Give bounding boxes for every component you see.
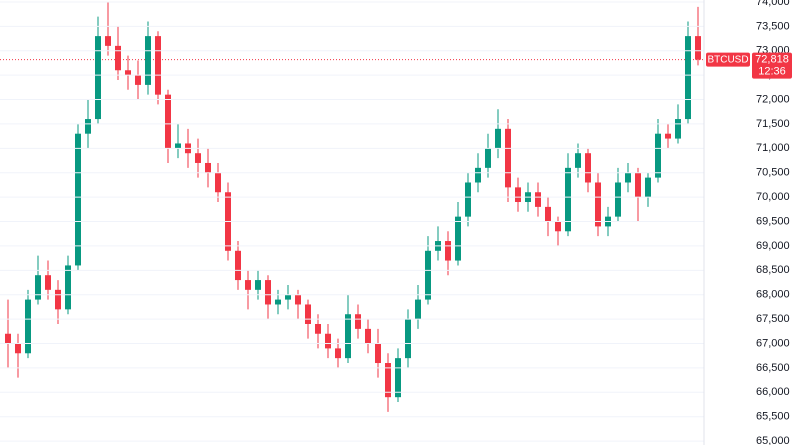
y-tick-label: 73,500 xyxy=(756,20,790,32)
y-tick-label: 70,000 xyxy=(756,191,790,203)
y-tick-label: 69,500 xyxy=(756,215,790,227)
y-tick-label: 68,000 xyxy=(756,289,790,301)
countdown: 12:36 xyxy=(758,66,786,78)
y-tick-label: 70,500 xyxy=(756,167,790,179)
y-tick-label: 68,500 xyxy=(756,264,790,276)
y-tick-label: 67,000 xyxy=(756,337,790,349)
y-tick-label: 72,000 xyxy=(756,93,790,105)
y-tick-label: 65,500 xyxy=(756,411,790,423)
symbol: BTCUSD xyxy=(707,54,748,65)
y-tick-label: 66,500 xyxy=(756,362,790,374)
last-price: 72,818 xyxy=(755,54,789,66)
y-tick-label: 67,500 xyxy=(756,313,790,325)
price-box xyxy=(752,52,792,79)
y-tick-label: 65,000 xyxy=(756,435,790,445)
last-price-label: BTCUSD 72,818 12:36 xyxy=(706,52,792,79)
y-tick-label: 69,000 xyxy=(756,240,790,252)
y-tick-label: 71,500 xyxy=(756,118,790,130)
y-tick-label: 66,000 xyxy=(756,386,790,398)
y-tick-label: 74,000 xyxy=(756,0,790,8)
symbol-box xyxy=(706,52,750,67)
y-tick-label: 71,000 xyxy=(756,142,790,154)
